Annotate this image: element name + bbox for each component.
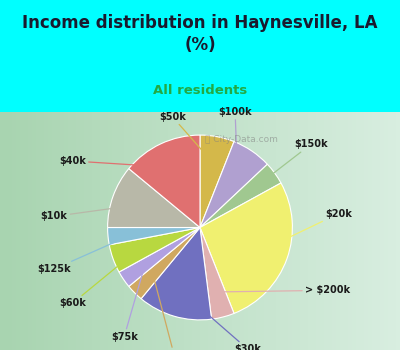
Text: $150k: $150k xyxy=(256,139,328,187)
Text: $10k: $10k xyxy=(40,205,135,222)
Wedge shape xyxy=(200,228,234,319)
Wedge shape xyxy=(200,164,281,228)
Text: $60k: $60k xyxy=(59,252,135,308)
Wedge shape xyxy=(119,228,200,286)
Wedge shape xyxy=(129,135,200,228)
Text: $125k: $125k xyxy=(37,235,131,274)
Text: 🔵 City-Data.com: 🔵 City-Data.com xyxy=(205,135,278,144)
Wedge shape xyxy=(200,135,234,228)
Text: $20k: $20k xyxy=(265,209,352,249)
Wedge shape xyxy=(141,228,212,320)
Wedge shape xyxy=(200,142,267,228)
Text: Income distribution in Haynesville, LA
(%): Income distribution in Haynesville, LA (… xyxy=(22,14,378,54)
Wedge shape xyxy=(200,183,292,313)
Text: $40k: $40k xyxy=(59,156,169,167)
Text: $75k: $75k xyxy=(111,267,144,342)
Wedge shape xyxy=(108,228,200,245)
Wedge shape xyxy=(109,228,200,272)
Text: $100k: $100k xyxy=(218,107,252,170)
Wedge shape xyxy=(129,228,200,299)
Text: > $200k: > $200k xyxy=(219,285,350,295)
Text: All residents: All residents xyxy=(153,84,247,97)
Wedge shape xyxy=(108,169,200,228)
Text: $30k: $30k xyxy=(184,293,262,350)
Text: $50k: $50k xyxy=(159,112,211,160)
Text: $200k: $200k xyxy=(154,277,191,350)
